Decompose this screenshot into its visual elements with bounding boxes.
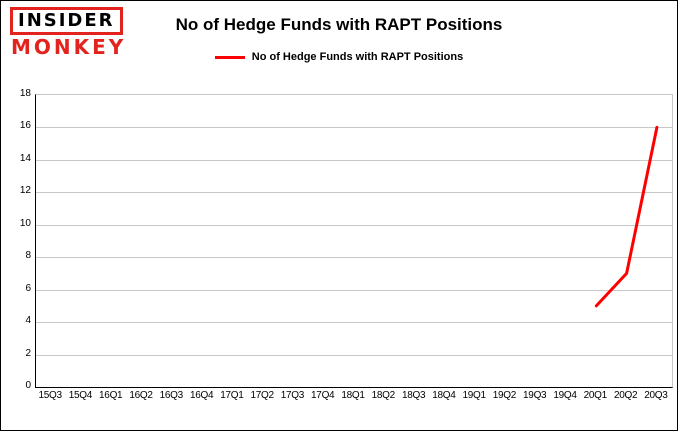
gridline (36, 127, 672, 129)
x-axis-label: 17Q1 (220, 390, 244, 401)
legend-label: No of Hedge Funds with RAPT Positions (251, 51, 464, 63)
x-axis-label: 16Q4 (189, 390, 214, 401)
chart-header: No of Hedge Funds with RAPT Positions No… (1, 15, 677, 64)
x-axis-label: 19Q1 (462, 390, 486, 401)
x-axis-label: 20Q2 (613, 390, 638, 401)
chart-legend: No of Hedge Funds with RAPT Positions (214, 51, 464, 63)
y-axis-label: 0 (25, 380, 31, 391)
gridline (36, 322, 672, 324)
legend-line-swatch (214, 55, 245, 59)
logo-monkey-text: MONKEY (11, 35, 127, 59)
y-axis-label: 8 (25, 250, 31, 262)
insider-monkey-logo: INSIDER MONKEY (10, 7, 126, 57)
x-axis-label: 17Q4 (311, 390, 335, 401)
gridline (36, 289, 672, 291)
x-axis-label: 19Q2 (492, 390, 517, 401)
x-axis-label: 18Q2 (371, 390, 396, 401)
x-axis-label: 20Q3 (644, 390, 668, 401)
legend-row: No of Hedge Funds with RAPT Positions (1, 35, 677, 64)
x-axis-label: 16Q1 (99, 390, 123, 401)
x-axis-label: 16Q2 (129, 390, 153, 401)
y-axis-label: 2 (25, 347, 31, 359)
gridline (36, 159, 672, 161)
x-axis-label: 19Q4 (553, 390, 577, 401)
plot-area (35, 94, 673, 388)
x-axis-label: 19Q3 (523, 390, 547, 401)
gridline (36, 257, 672, 259)
x-axis-label: 18Q1 (341, 390, 365, 401)
series-line (594, 125, 659, 308)
gridline (36, 354, 672, 356)
chart-title: No of Hedge Funds with RAPT Positions (175, 15, 503, 34)
gridline (36, 192, 672, 194)
y-axis-label: 4 (25, 315, 31, 327)
y-axis-label: 18 (19, 88, 31, 99)
y-axis-label: 10 (19, 217, 31, 229)
x-axis-label: 18Q3 (401, 390, 426, 401)
x-axis-label: 15Q3 (38, 390, 62, 401)
logo-insider-text: INSIDER (10, 7, 123, 35)
y-axis-label: 12 (19, 185, 31, 197)
y-axis-label: 16 (19, 120, 31, 132)
x-axis-label: 18Q4 (432, 390, 456, 401)
y-axis-label: 6 (25, 282, 31, 294)
gridline (36, 224, 672, 226)
x-axis-label: 20Q1 (583, 390, 608, 401)
x-axis-label: 17Q2 (250, 390, 274, 401)
x-axis-label: 17Q3 (280, 390, 305, 401)
series-svg (594, 125, 659, 308)
x-axis-label: 15Q4 (68, 390, 93, 401)
y-axis-label: 14 (19, 152, 31, 164)
x-axis-label: 16Q3 (159, 390, 184, 401)
